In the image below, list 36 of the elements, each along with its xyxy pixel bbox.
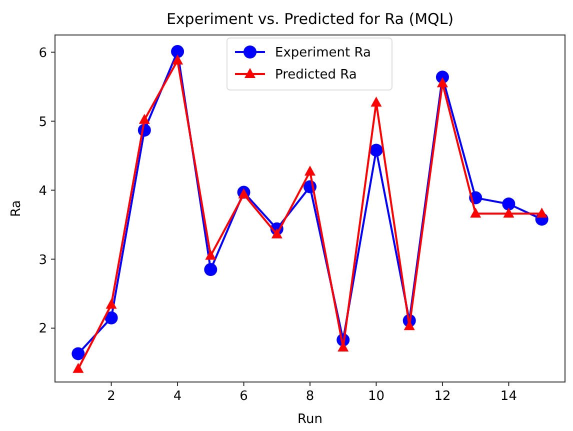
x-axis-title: Run [298, 412, 322, 427]
point [238, 188, 250, 198]
y-tick-label: 6 [38, 46, 47, 61]
point [205, 250, 216, 260]
x-tick-label: 4 [173, 389, 182, 404]
y-tick-label: 4 [38, 184, 47, 199]
x-tick-label: 12 [434, 389, 451, 404]
y-tick-label: 2 [38, 322, 47, 337]
point [104, 311, 118, 324]
x-tick-label: 2 [107, 389, 116, 404]
point [72, 362, 84, 373]
y-tick-label: 3 [38, 252, 47, 268]
point [171, 45, 184, 58]
point [304, 166, 316, 176]
point [503, 208, 514, 218]
point [470, 208, 482, 218]
x-tick-label: 10 [368, 389, 385, 404]
point [106, 298, 117, 309]
point [138, 114, 150, 124]
x-tick-label: 14 [500, 389, 517, 404]
y-tick-label: 5 [38, 114, 47, 130]
point [204, 263, 218, 276]
point [172, 54, 184, 65]
legend-label: Predicted Ra [275, 68, 357, 83]
point [271, 228, 282, 238]
point [370, 96, 382, 107]
x-tick-label: 6 [240, 389, 248, 404]
legend-label: Experiment Ra [275, 46, 371, 61]
point [502, 198, 516, 211]
point [370, 144, 383, 157]
y-axis-title: Ra [9, 200, 24, 217]
point [72, 347, 85, 360]
chart-title: Experiment vs. Predicted for Ra (MQL) [166, 10, 454, 28]
point [536, 208, 548, 218]
x-tick-label: 8 [306, 389, 314, 404]
point [436, 77, 448, 88]
